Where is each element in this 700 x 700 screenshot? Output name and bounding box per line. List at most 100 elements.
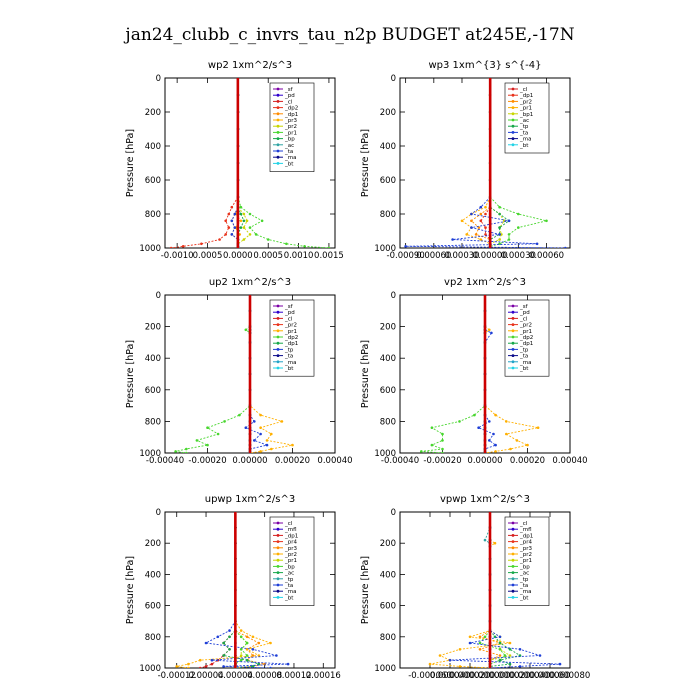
data-point xyxy=(239,635,243,639)
data-point xyxy=(238,413,241,417)
y-tick-label: 600 xyxy=(380,602,396,612)
x-tick-label: 0.00060 xyxy=(416,251,451,261)
series-line-ac xyxy=(222,512,261,668)
x-tick-label: -0.00090 xyxy=(387,251,425,261)
data-point xyxy=(473,413,476,417)
x-tick-label: 0.00016 xyxy=(306,671,341,681)
legend-marker xyxy=(511,124,515,128)
legend-entry: _tp xyxy=(284,347,294,353)
legend-entry: _bt xyxy=(519,595,529,601)
legend-marker xyxy=(511,131,515,134)
data-point xyxy=(517,212,520,216)
legend-marker xyxy=(511,112,515,116)
data-point xyxy=(222,665,225,668)
y-tick-label: 400 xyxy=(380,354,396,364)
panel-4: vp2 1xm^2/s^3 Pressure [hPa] 0 200 400 600 800… xyxy=(360,277,588,466)
y-tick-label: 800 xyxy=(380,210,396,220)
data-point xyxy=(187,666,190,668)
legend-entry: _pd xyxy=(519,310,530,316)
data-point xyxy=(265,443,269,447)
y-tick-label: 1000 xyxy=(139,449,161,459)
data-point xyxy=(498,242,501,246)
x-tick-label: 0.00004 xyxy=(188,671,223,681)
data-point xyxy=(239,212,243,216)
legend-entry: _dp1 xyxy=(519,533,533,539)
series-group xyxy=(169,78,331,248)
legend-marker xyxy=(276,329,280,333)
legend-marker xyxy=(276,93,280,97)
data-point xyxy=(477,226,481,229)
panel-title: vpwp 1xm^2/s^3 xyxy=(440,494,530,505)
series-group xyxy=(175,512,290,668)
data-point xyxy=(245,654,249,657)
panel-title: wp2 1xm^2/s^3 xyxy=(208,60,292,71)
legend-marker xyxy=(276,124,280,128)
x-tick-label: -0.00020 xyxy=(188,456,226,466)
data-point xyxy=(498,658,502,662)
y-tick-label: 800 xyxy=(380,417,396,427)
series-line-tp xyxy=(477,295,497,453)
data-point xyxy=(239,205,243,209)
x-tick-label: 0.000080 xyxy=(550,671,591,681)
data-point xyxy=(508,648,512,651)
series-line-bp1 xyxy=(489,78,505,248)
data-point xyxy=(494,413,497,417)
legend-marker xyxy=(276,87,280,91)
legend: _sf_pd_cl_pr2_pr1_dp2_dp1_tp_ta_ma_bt xyxy=(504,299,550,377)
data-point xyxy=(210,662,214,666)
data-point xyxy=(468,635,472,639)
legend-entry: _pr1 xyxy=(519,329,532,335)
panels-group: wp2 1xm^2/s^3 Pressure [hPa] 0 200 400 600 800… xyxy=(125,60,590,681)
series-line-pr1 xyxy=(461,78,491,248)
legend-marker xyxy=(276,100,280,103)
legend-marker xyxy=(511,348,515,351)
x-tick-label: 0.00012 xyxy=(276,671,311,681)
y-tick-label: 0 xyxy=(391,74,396,84)
figure-title: jan24_clubb_c_invrs_tau_n2p BUDGET at245… xyxy=(123,25,574,45)
legend-marker xyxy=(511,552,515,556)
data-point xyxy=(498,238,501,241)
data-point xyxy=(269,666,272,668)
data-point xyxy=(230,233,234,236)
x-tick-label: 0.00040 xyxy=(552,456,587,466)
data-point xyxy=(428,662,432,666)
panel-5: upwp 1xm^2/s^3 Pressure [hPa] 0 200 400 600 80… xyxy=(125,494,341,681)
legend-marker xyxy=(511,310,515,314)
legend-entry: _dp1 xyxy=(284,112,298,118)
legend: _sf_pd_cl_dp2_dp1_pr3_pr2_pr1_bp_ac_ta_m… xyxy=(269,82,315,172)
data-point xyxy=(479,219,483,223)
data-point xyxy=(458,420,461,423)
x-tick-label: -0.00012 xyxy=(158,671,196,681)
legend-entry: _pr3 xyxy=(519,546,533,552)
x-tick-label: 0.000040 xyxy=(430,671,471,681)
legend-marker xyxy=(511,596,515,599)
legend-entry: _pr1 xyxy=(284,558,297,564)
legend-marker xyxy=(511,583,515,587)
data-point xyxy=(280,420,284,423)
y-tick-label: 600 xyxy=(380,386,396,396)
y-axis-label: Pressure [hPa] xyxy=(360,129,371,197)
data-point xyxy=(218,238,221,241)
data-point xyxy=(478,635,482,639)
data-point xyxy=(484,233,487,236)
legend-marker xyxy=(511,118,515,122)
data-point xyxy=(169,246,173,248)
legend-marker xyxy=(511,558,515,562)
legend-entry: _ma xyxy=(284,155,296,161)
data-point xyxy=(538,654,542,657)
legend-marker xyxy=(511,571,515,574)
legend-marker xyxy=(276,348,280,351)
plot-frame xyxy=(164,77,336,249)
legend-entry: _pr1 xyxy=(284,329,297,335)
data-point xyxy=(251,635,255,639)
legend-entry: _pr2 xyxy=(284,323,297,329)
data-point xyxy=(535,242,539,246)
plot-frame xyxy=(399,77,571,249)
legend-entry: _ac xyxy=(519,118,529,124)
x-tick-label: 0.00040 xyxy=(317,456,352,466)
data-point xyxy=(270,432,273,436)
y-tick-label: 0 xyxy=(156,508,161,518)
y-tick-label: 0 xyxy=(156,74,161,84)
data-point xyxy=(470,212,473,216)
legend-marker xyxy=(511,577,515,581)
